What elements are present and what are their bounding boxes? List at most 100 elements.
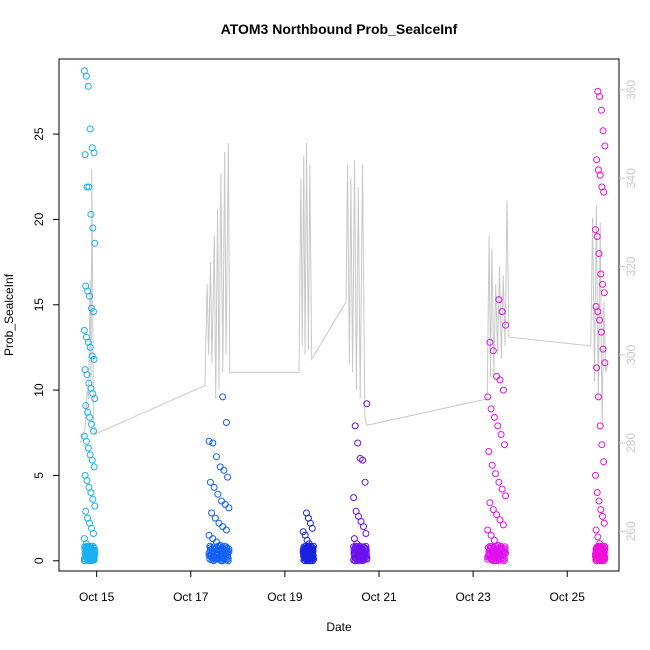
- data-point: [600, 188, 608, 196]
- x-tick-label: Oct 15: [79, 590, 115, 604]
- x-axis-title: Date: [326, 620, 352, 634]
- data-point: [86, 125, 94, 133]
- data-point: [594, 308, 602, 316]
- data-point: [593, 489, 601, 496]
- data-point: [601, 359, 609, 367]
- data-point: [213, 453, 220, 461]
- data-point: [596, 422, 604, 430]
- data-point: [222, 419, 230, 426]
- data-point: [595, 551, 603, 559]
- data-point: [485, 448, 493, 455]
- x-tick-label: Oct 21: [361, 590, 397, 604]
- y2-tick-label: 260: [624, 521, 638, 541]
- data-point: [300, 545, 308, 552]
- data-point: [486, 338, 494, 346]
- data-point: [89, 224, 97, 232]
- data-point: [597, 270, 605, 278]
- data-point: [88, 304, 95, 312]
- plot-frame: [58, 58, 620, 572]
- data-point: [81, 151, 89, 159]
- data-point: [489, 347, 497, 355]
- data-point: [87, 489, 95, 496]
- data-point: [354, 439, 362, 447]
- data-point: [493, 511, 501, 519]
- data-point: [498, 485, 506, 493]
- data-point: [224, 473, 232, 481]
- data-point: [594, 393, 602, 401]
- data-point: [90, 530, 97, 537]
- data-point: [220, 466, 228, 474]
- data-point: [83, 546, 91, 554]
- secondary-series-line: [79, 142, 609, 444]
- data-point: [300, 550, 308, 558]
- data-point: [208, 509, 216, 517]
- data-point: [299, 528, 307, 536]
- data-point: [597, 328, 605, 336]
- data-point: [91, 239, 99, 247]
- scatter-points-layer: [80, 67, 609, 565]
- data-point: [597, 506, 605, 514]
- data-point: [487, 405, 495, 413]
- data-point: [494, 545, 502, 552]
- data-point: [486, 499, 494, 507]
- data-point: [593, 156, 601, 164]
- data-point: [596, 171, 604, 179]
- y-tick-label: 0: [32, 557, 46, 564]
- data-point: [83, 551, 90, 559]
- data-point: [85, 183, 93, 191]
- data-point: [487, 531, 495, 539]
- data-point: [205, 531, 213, 539]
- data-point: [87, 210, 95, 218]
- data-point: [601, 142, 609, 150]
- data-point: [90, 149, 98, 157]
- data-point: [599, 512, 606, 520]
- secondary-line-layer: [79, 142, 609, 444]
- data-point: [225, 504, 233, 512]
- data-point: [499, 386, 507, 394]
- data-point: [82, 72, 90, 80]
- data-point: [596, 93, 604, 100]
- y-tick-label: 25: [32, 127, 46, 141]
- data-point: [593, 364, 601, 372]
- data-point: [489, 506, 497, 514]
- y2-tick-label: 340: [624, 168, 638, 188]
- data-point: [82, 507, 90, 515]
- data-point: [80, 326, 88, 334]
- data-point: [91, 502, 99, 510]
- data-point: [502, 321, 510, 329]
- data-point: [600, 289, 608, 297]
- data-point: [216, 463, 224, 471]
- data-point: [86, 292, 94, 300]
- data-point: [484, 526, 492, 534]
- data-point: [495, 296, 503, 304]
- x-tick-label: Oct 17: [173, 590, 209, 604]
- data-point: [596, 316, 604, 324]
- x-tick-label: Oct 23: [455, 590, 491, 604]
- data-point: [88, 352, 96, 360]
- data-point: [88, 420, 95, 428]
- y-axis-right: 260 280 300 320 340 360: [619, 80, 638, 541]
- data-point: [600, 519, 608, 527]
- data-point: [308, 556, 315, 564]
- data-point: [89, 495, 97, 503]
- y2-tick-label: 300: [624, 344, 638, 364]
- data-point: [596, 556, 604, 564]
- data-point: [361, 551, 369, 559]
- data-point: [599, 280, 606, 288]
- data-point: [209, 535, 217, 543]
- data-point: [497, 431, 505, 438]
- data-point: [354, 545, 362, 552]
- data-point: [218, 497, 225, 505]
- data-point: [592, 471, 599, 479]
- data-point: [301, 555, 309, 562]
- x-tick-label: Oct 19: [267, 590, 303, 604]
- data-point: [496, 376, 504, 384]
- data-point: [222, 526, 230, 534]
- y-tick-label: 20: [32, 212, 46, 226]
- data-point: [363, 400, 371, 408]
- data-point: [592, 526, 600, 534]
- data-point: [498, 308, 506, 316]
- data-point: [484, 393, 492, 401]
- data-point: [359, 456, 367, 464]
